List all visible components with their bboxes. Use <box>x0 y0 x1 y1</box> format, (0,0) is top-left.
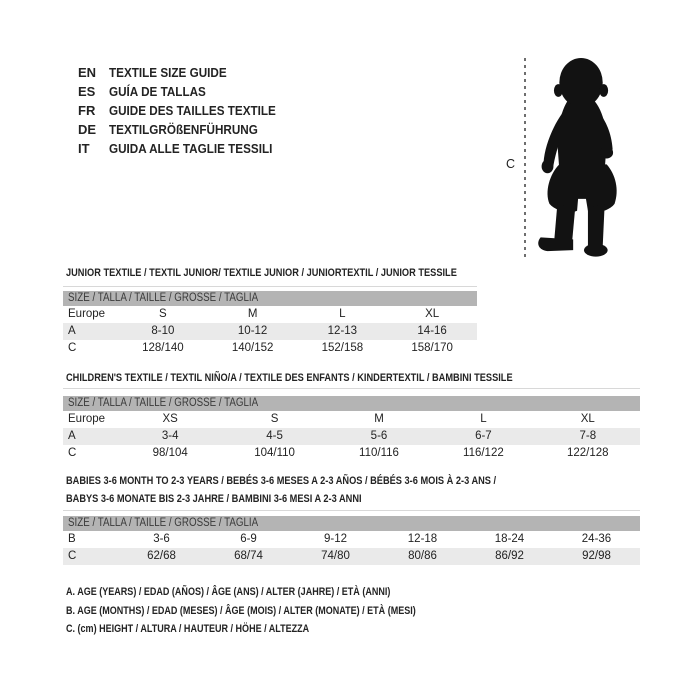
table-cell: 12-18 <box>407 533 438 545</box>
table-cell: 110/116 <box>359 447 399 459</box>
language-item: IT GUIDA ALLE TAGLIE TESSILI <box>78 139 294 158</box>
row-label: C <box>68 342 77 354</box>
table-cell: 6-9 <box>240 533 257 545</box>
table-cell: 24-36 <box>581 533 612 545</box>
table-row-europe: Europe S M L XL <box>63 306 477 323</box>
table-row-b: B 3-6 6-9 9-12 12-18 18-24 24-36 <box>63 531 640 548</box>
footnote: C. (cm) HEIGHT / ALTURA / HAUTEUR / HÖHE… <box>66 623 310 636</box>
table-cell: 104/110 <box>254 447 295 459</box>
language-item: FR GUIDE DES TAILLES TEXTILE <box>78 101 294 120</box>
table-row-c: C 128/140 140/152 152/158 158/170 <box>63 340 477 357</box>
table-cell: L <box>480 413 487 425</box>
children-size-table: SIZE / TALLA / TAILLE / GRÖSSE / TAGLIA … <box>63 388 640 462</box>
table-cell: 18-24 <box>494 533 525 545</box>
height-dashed-line <box>524 58 526 259</box>
table-header-bar: SIZE / TALLA / TAILLE / GRÖSSE / TAGLIA <box>63 516 640 531</box>
table-top-rule <box>63 510 640 511</box>
table-cell: M <box>374 413 384 425</box>
table-cell: 3-4 <box>161 430 179 442</box>
language-code: FR <box>78 103 96 118</box>
table-header-bar: SIZE / TALLA / TAILLE / GRÖSSE / TAGLIA <box>63 291 477 306</box>
table-row-a: A 3-4 4-5 5-6 6-7 7-8 <box>63 428 640 445</box>
language-label: GUIDA ALLE TAGLIE TESSILI <box>109 141 273 156</box>
language-label: TEXTILE SIZE GUIDE <box>109 65 227 80</box>
table-row-c: C 98/104 104/110 110/116 116/122 122/128 <box>63 445 640 462</box>
row-label: C <box>68 550 77 562</box>
language-code: ES <box>78 84 96 99</box>
junior-size-table: SIZE / TALLA / TAILLE / GRÖSSE / TAGLIA … <box>63 286 477 357</box>
row-label: C <box>68 447 77 459</box>
table-cell: 7-8 <box>579 430 597 442</box>
language-item: ES GUÍA DE TALLAS <box>78 82 294 101</box>
language-label: GUÍA DE TALLAS <box>109 84 206 99</box>
footnote: B. AGE (MONTHS) / EDAD (MESES) / ÂGE (MO… <box>66 604 416 617</box>
table-cell: 4-5 <box>266 430 283 442</box>
table-cell: 9-12 <box>323 533 348 545</box>
table-cell: 116/122 <box>463 447 504 459</box>
table-cell: M <box>247 308 258 320</box>
table-cell: XL <box>580 413 595 425</box>
language-item: DE TEXTILGRÖßENFÜHRUNG <box>78 120 294 139</box>
table-cell: 92/98 <box>582 550 611 562</box>
table-cell: 140/152 <box>231 342 274 354</box>
table-top-rule <box>63 286 477 287</box>
table-cell: 3-6 <box>153 533 170 545</box>
table-cell: 6-7 <box>475 430 492 442</box>
language-code: DE <box>78 122 97 137</box>
table-row-a: A 8-10 10-12 12-13 14-16 <box>63 323 477 340</box>
table-cell: XL <box>425 308 440 320</box>
table-cell: 122/128 <box>567 447 609 459</box>
row-label: B <box>68 533 76 545</box>
table-cell: 86/92 <box>495 550 524 562</box>
table-cell: S <box>159 308 167 320</box>
footnote: A. AGE (YEARS) / EDAD (AÑOS) / ÂGE (ANS)… <box>66 586 391 598</box>
table-cell: 62/68 <box>147 550 176 562</box>
height-measure-label: C <box>506 157 516 171</box>
table-cell: L <box>339 308 346 320</box>
table-cell: 74/80 <box>321 550 350 562</box>
section-heading-children: CHILDREN'S TEXTILE / TEXTIL NIÑO/A / TEX… <box>66 372 513 384</box>
language-code: IT <box>78 141 90 156</box>
section-heading-babies: BABIES 3-6 MONTH TO 2-3 YEARS / BEBÉS 3-… <box>66 475 497 505</box>
language-label: TEXTILGRÖßENFÜHRUNG <box>109 122 258 137</box>
table-row-c: C 62/68 68/74 74/80 80/86 86/92 92/98 <box>63 548 640 565</box>
table-cell: 14-16 <box>417 325 447 337</box>
table-top-rule <box>63 388 640 389</box>
table-cell: 5-6 <box>370 430 388 442</box>
toddler-silhouette-icon <box>538 57 617 257</box>
table-cell: 10-12 <box>237 325 268 337</box>
section-heading-junior: JUNIOR TEXTILE / TEXTIL JUNIOR/ TEXTILE … <box>66 267 457 279</box>
table-cell: 128/140 <box>142 342 184 354</box>
table-header-bar: SIZE / TALLA / TAILLE / GRÖSSE / TAGLIA <box>63 396 640 411</box>
language-code: EN <box>78 65 97 80</box>
table-cell: 68/74 <box>234 550 263 562</box>
row-label: A <box>68 325 76 337</box>
table-cell: 80/86 <box>408 550 437 562</box>
row-label: Europe <box>68 308 106 320</box>
table-cell: 98/104 <box>152 447 188 459</box>
table-cell: 152/158 <box>321 342 364 354</box>
table-row-europe: Europe XS S M L XL <box>63 411 640 428</box>
table-cell: 158/170 <box>411 342 453 354</box>
footnotes-block: A. AGE (YEARS) / EDAD (AÑOS) / ÂGE (ANS)… <box>66 583 493 639</box>
language-title-block: EN TEXTILE SIZE GUIDE ES GUÍA DE TALLAS … <box>78 63 294 158</box>
table-cell: S <box>270 413 279 425</box>
row-label: A <box>68 430 76 442</box>
table-cell: 12-13 <box>327 325 358 337</box>
table-cell: XS <box>162 413 178 425</box>
table-cell: 8-10 <box>151 325 175 337</box>
language-item: EN TEXTILE SIZE GUIDE <box>78 63 294 82</box>
babies-size-table: SIZE / TALLA / TAILLE / GRÖSSE / TAGLIA … <box>63 510 640 565</box>
language-label: GUIDE DES TAILLES TEXTILE <box>109 103 276 118</box>
row-label: Europe <box>68 413 106 425</box>
